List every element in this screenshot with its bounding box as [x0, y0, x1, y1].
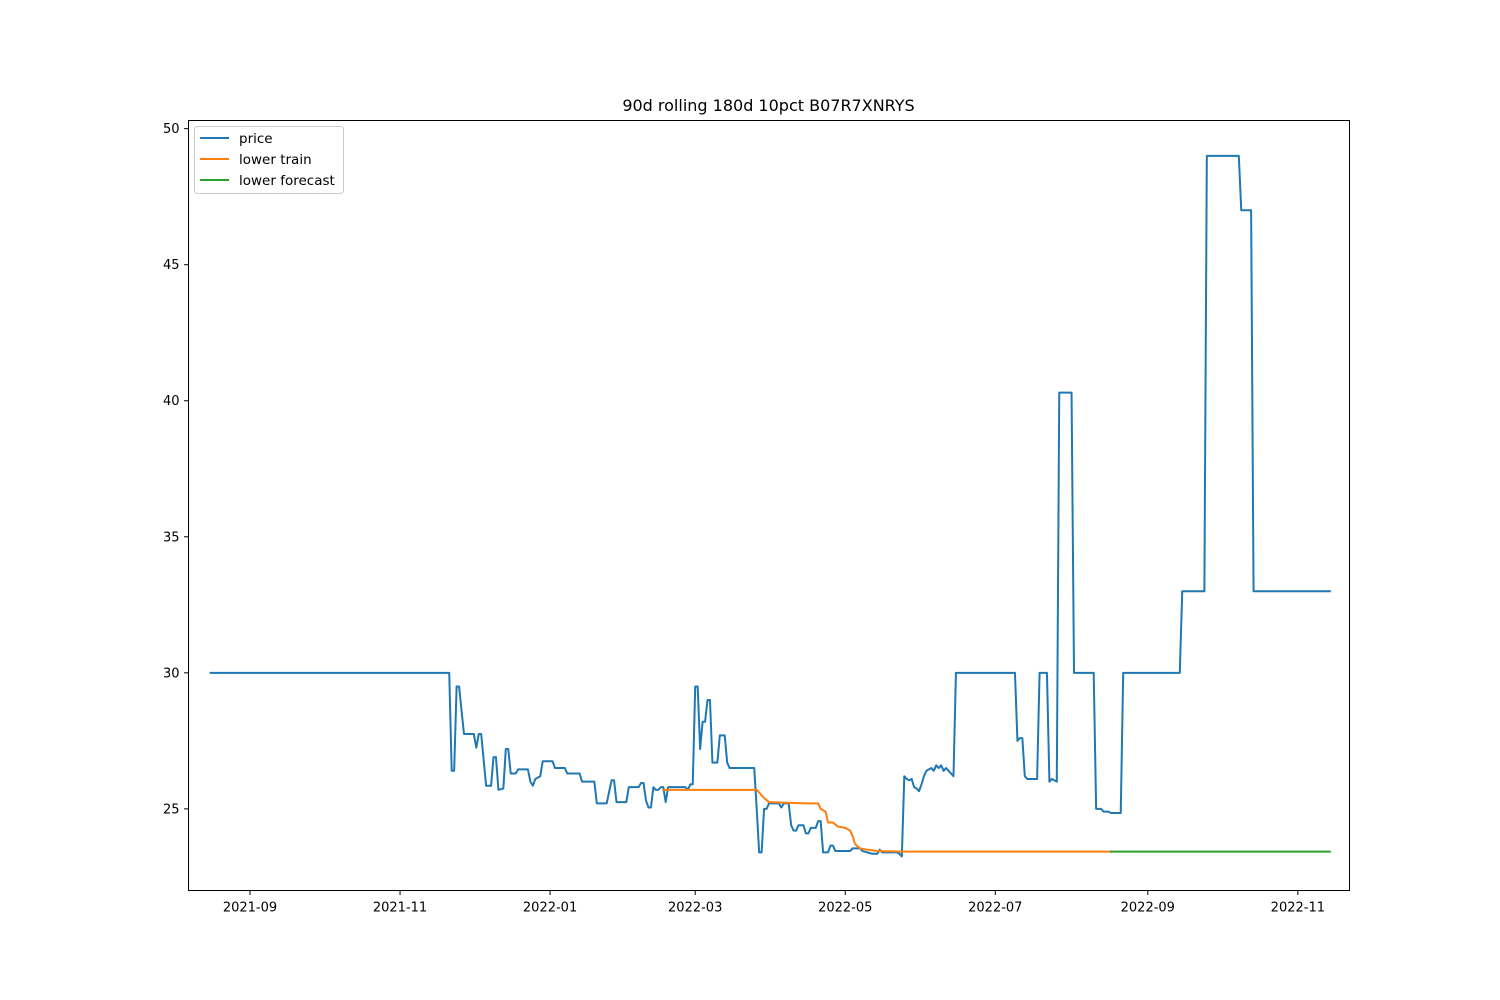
- x-tick-label: 2022-07: [968, 901, 1022, 916]
- x-tick-label: 2022-03: [668, 901, 722, 916]
- x-tick-label: 2021-09: [223, 901, 277, 916]
- x-tick-label: 2021-11: [373, 901, 427, 916]
- plot-series: [209, 154, 1331, 858]
- legend-label: price: [239, 131, 273, 147]
- series-line-lower-train: [662, 788, 1112, 853]
- x-tick-label: 2022-11: [1271, 901, 1325, 916]
- legend-box: [194, 126, 344, 194]
- legend-item: lower forecast: [200, 173, 335, 189]
- axes-ticks: 2021-09 2021-11 2022-01 2022-03 2022-05 2022-…: [163, 122, 1325, 915]
- plot-frame: [188, 120, 1350, 891]
- chart-title: 90d rolling 180d 10pct B07R7XNRYS: [622, 96, 914, 115]
- y-tick-label: 25: [163, 802, 180, 817]
- legend-item: price: [200, 131, 273, 147]
- x-tick-label: 2022-01: [523, 901, 577, 916]
- y-tick-label: 50: [163, 122, 180, 137]
- x-tick-label: 2022-05: [818, 901, 872, 916]
- legend-label: lower forecast: [239, 173, 335, 189]
- series-line-price: [209, 154, 1331, 858]
- legend-label: lower train: [239, 152, 312, 168]
- legend: price lower train lower forecast: [194, 126, 344, 194]
- y-tick-label: 35: [163, 530, 180, 545]
- legend-item: lower train: [200, 152, 312, 168]
- y-tick-label: 30: [163, 666, 180, 681]
- y-tick-label: 40: [163, 394, 180, 409]
- x-tick-label: 2022-09: [1121, 901, 1175, 916]
- y-tick-label: 45: [163, 258, 180, 273]
